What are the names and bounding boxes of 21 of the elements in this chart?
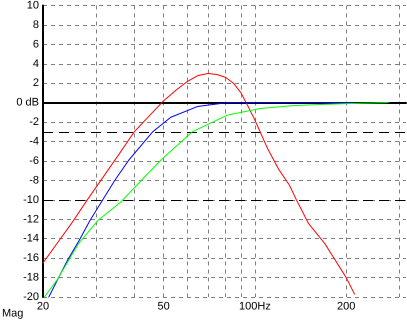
x-tick-label: 200 bbox=[337, 300, 356, 312]
y-tick-label: -6 bbox=[29, 154, 39, 167]
y-tick-label: -20 bbox=[23, 291, 39, 303]
x-tick-label: 50 bbox=[158, 300, 170, 312]
y-tick-label: 10 bbox=[26, 0, 39, 12]
y-tick-label: -8 bbox=[29, 174, 39, 186]
y-tick-label: -2 bbox=[29, 116, 39, 128]
y-tick-label: -16 bbox=[23, 252, 39, 264]
y-tick-label: 8 bbox=[32, 18, 39, 31]
y-tick-label: -4 bbox=[29, 136, 39, 148]
x-axis-title: Mag bbox=[2, 308, 24, 320]
y-tick-label: -18 bbox=[23, 272, 39, 284]
y-tick-label: 0 dB bbox=[16, 96, 39, 109]
x-tick-label: 20 bbox=[36, 300, 50, 312]
y-tick-label: 6 bbox=[32, 38, 39, 50]
x-tick-label: 100Hz bbox=[239, 300, 271, 312]
y-tick-label: 2 bbox=[32, 77, 39, 90]
y-tick-label: -14 bbox=[23, 232, 39, 245]
y-tick-label: -12 bbox=[23, 213, 39, 226]
y-tick-label: -10 bbox=[23, 194, 39, 206]
y-tick-label: 4 bbox=[32, 58, 39, 70]
